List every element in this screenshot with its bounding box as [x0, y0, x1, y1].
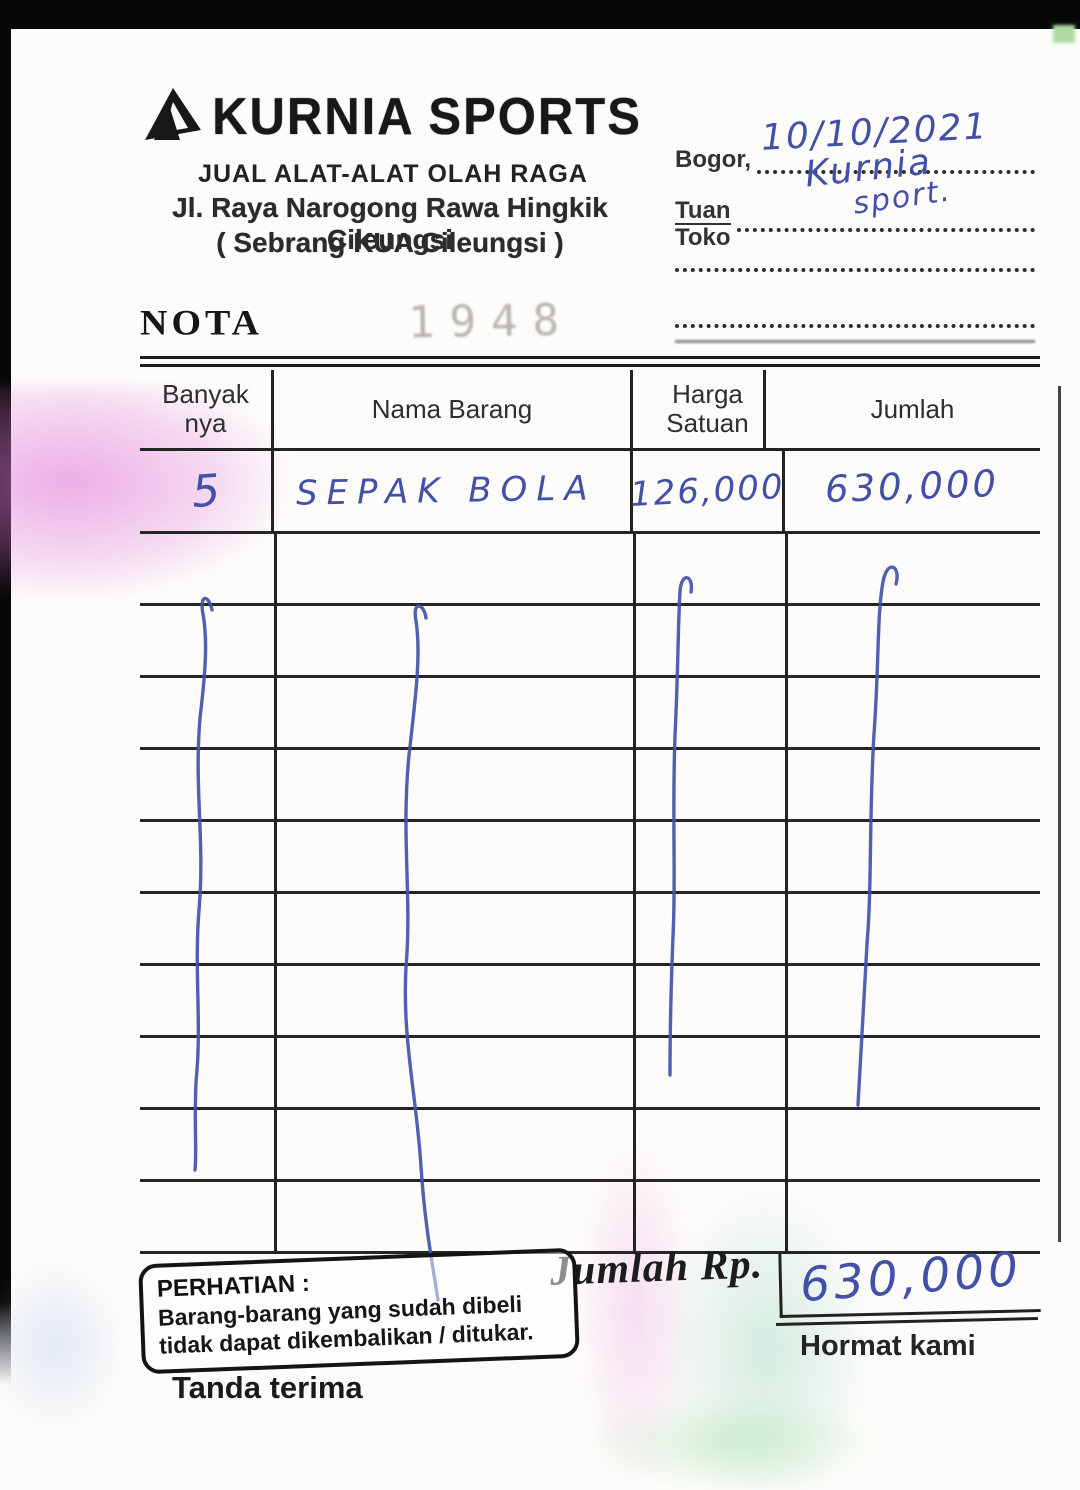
closing-text: Hormat kami [800, 1330, 976, 1362]
brand-triangle-icon [144, 86, 202, 147]
table-header-row: Banyak nya Nama Barang Harga Satuan Juml… [140, 370, 1040, 451]
brand-name: KURNIA SPORTS [212, 87, 642, 146]
blank-dotted-line-1 [675, 264, 1035, 272]
items-table: Banyak nya Nama Barang Harga Satuan Juml… [140, 370, 1040, 1254]
total-box: 630,000 [778, 1241, 1041, 1318]
header-unit-price: Harga Satuan [652, 370, 766, 448]
tuan-label: Tuan [675, 196, 731, 225]
table-right-border [1058, 386, 1061, 1242]
item-unit-price: 126,000 [629, 451, 786, 531]
item-amount: 630,000 [824, 461, 1001, 511]
notice-box: PERHATIAN : Barang-barang yang sudah dib… [138, 1247, 580, 1375]
customer-row: Tuan Toko Kurnia sport. [675, 141, 1035, 251]
customer-dotted-line [736, 204, 1035, 232]
header-item-name: Nama Barang [274, 370, 633, 448]
nota-title: NOTA [140, 303, 263, 343]
sign-label: Tanda terima [172, 1370, 363, 1405]
header-amount: Jumlah [870, 393, 955, 424]
table-top-double-line [140, 356, 1040, 367]
header-qty: Banyak nya [140, 370, 274, 448]
faint-scan-line [675, 340, 1035, 343]
brand-header: KURNIA SPORTS [128, 86, 658, 147]
receipt-meta: Bogor, 10/10/2021 Tuan Toko Kurnia sport… [675, 106, 1035, 343]
blank-dotted-line-2 [675, 320, 1035, 328]
item-name: SEPAK BOLA [274, 451, 633, 531]
scan-green-tint [590, 1398, 870, 1488]
scan-blue-tint [0, 1255, 130, 1435]
nota-number-stamp: 1948 [407, 294, 575, 349]
address-line2: ( Sebrang KUA Cileungsi ) [216, 227, 564, 258]
address-line1: Jl. Raya Narogong Rawa Hingkik Cileungsi [172, 192, 608, 255]
scan-green-mark [1053, 25, 1075, 43]
brand-tagline: JUAL ALAT-ALAT OLAH RAGA [198, 160, 588, 188]
scan-black-top-edge [0, 0, 1080, 29]
toko-label: Toko [675, 223, 731, 251]
city-label: Bogor, [675, 146, 751, 173]
date-row: Bogor, 10/10/2021 [675, 106, 1035, 174]
date-dotted-line [757, 146, 1035, 174]
handwritten-total: 630,000 [797, 1241, 1024, 1313]
table-item-row: 5 SEPAK BOLA 126,000 630,000 [140, 451, 1040, 534]
scan-black-left-edge [0, 0, 11, 1385]
customer-label: Tuan Toko [675, 196, 731, 251]
item-qty: 5 [140, 451, 274, 531]
total-label: Jumlah Rp. [549, 1241, 764, 1295]
empty-table-rows [140, 534, 1040, 1254]
